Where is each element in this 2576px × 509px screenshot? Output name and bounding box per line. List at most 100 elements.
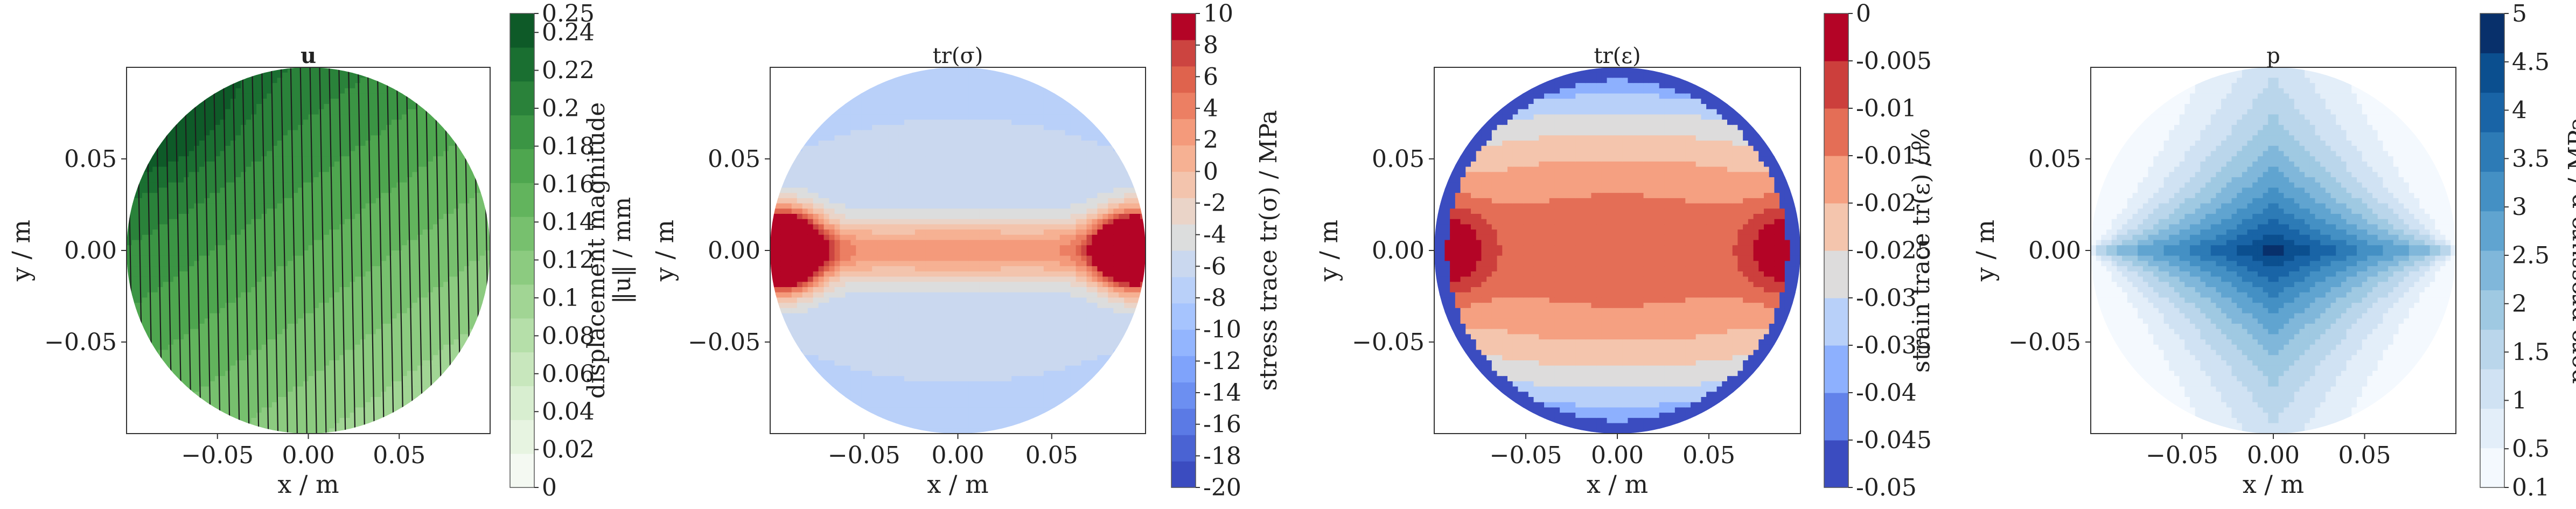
contour-cell: [407, 303, 413, 309]
contour-cell: [417, 407, 423, 413]
contour-cell: [474, 386, 480, 393]
contour-cell: [303, 151, 309, 157]
contour-cell: [251, 344, 257, 351]
contour-cell: [261, 161, 268, 168]
contour-cell: [241, 297, 247, 303]
contour-cell: [157, 282, 164, 288]
contour-cell: [220, 360, 226, 366]
contour-cell: [178, 214, 184, 220]
contour-cell: [282, 104, 288, 110]
contour-cell: [137, 114, 143, 120]
contour-cell: [194, 313, 200, 319]
contour-cell: [402, 88, 408, 94]
contour-cell: [189, 344, 195, 351]
contour-cell: [168, 208, 174, 214]
contour-cell: [261, 287, 268, 293]
contour-cell: [360, 255, 366, 262]
contour-cell: [375, 376, 382, 382]
contour-cell: [355, 229, 361, 235]
contour-cell: [189, 292, 195, 298]
contour-cell: [142, 224, 148, 230]
contour-cell: [230, 234, 236, 241]
contour-cell: [412, 224, 418, 230]
contour-cell: [375, 365, 382, 372]
contour-cell: [324, 413, 330, 419]
contour-cell: [267, 313, 273, 319]
contour-cell: [396, 376, 402, 382]
contour-cell: [479, 214, 486, 220]
contour-cell: [412, 282, 418, 288]
contour-cell: [324, 308, 330, 314]
contour-cell: [402, 417, 408, 424]
contour-cell: [173, 297, 179, 303]
contour-cell: [479, 308, 486, 314]
contour-cell: [443, 124, 449, 131]
contour-cell: [137, 145, 143, 152]
contour-cell: [469, 355, 475, 361]
contour-cell: [443, 266, 449, 272]
contour-cell: [235, 109, 241, 115]
contour-cell: [272, 402, 278, 408]
contour-cell: [298, 240, 304, 246]
contour-cell: [157, 93, 164, 100]
contour-cell: [350, 72, 356, 79]
contour-cell: [459, 371, 465, 376]
contour-cell: [241, 78, 247, 83]
contour-cell: [459, 161, 465, 168]
contour-cell: [469, 145, 475, 152]
contour-cell: [173, 413, 179, 419]
contour-cell: [339, 297, 345, 303]
contour-cell: [152, 276, 158, 283]
contour-cell: [157, 83, 164, 89]
contour-cell: [163, 423, 169, 429]
contour-cell: [407, 355, 413, 361]
contour-cell: [163, 198, 169, 204]
contour-cell: [256, 78, 262, 83]
contour-cell: [345, 308, 351, 314]
contour-cell: [230, 72, 236, 79]
contour-cell: [365, 166, 372, 173]
contour-cell: [147, 104, 153, 110]
contour-cell: [147, 120, 153, 125]
contour-cell: [204, 72, 211, 79]
contour-cell: [292, 303, 299, 309]
quiver-line: [270, 67, 279, 434]
contour-cell: [371, 208, 376, 214]
contour-cell: [230, 141, 236, 147]
contour-cell: [272, 392, 278, 398]
contour-cell: [396, 266, 402, 272]
contour-cell: [220, 250, 226, 256]
contour-cell: [168, 109, 174, 115]
contour-cell: [350, 397, 356, 403]
contour-cell: [287, 428, 294, 434]
contour-cell: [443, 334, 449, 340]
contour-cell: [178, 83, 184, 89]
contour-cell: [220, 177, 226, 183]
contour-cell: [448, 72, 455, 79]
contour-cell: [428, 208, 434, 214]
contour-cell: [194, 261, 200, 267]
contour-cell: [453, 141, 459, 147]
contour-cell: [163, 67, 169, 73]
contour-cell: [261, 255, 268, 262]
contour-cell: [173, 83, 179, 89]
contour-cell: [287, 376, 294, 382]
contour-cell: [267, 360, 273, 366]
contour-cell: [428, 203, 434, 210]
contour-cell: [334, 172, 340, 178]
contour-cell: [453, 344, 459, 351]
contour-cell: [459, 109, 465, 115]
contour-cell: [432, 297, 439, 303]
contour-cell: [318, 99, 325, 104]
contour-cell: [448, 93, 455, 100]
contour-cell: [282, 255, 288, 262]
contour-cell: [225, 208, 231, 214]
contour-cell: [137, 135, 143, 141]
quiver-line: [309, 67, 317, 434]
contour-cell: [277, 339, 283, 345]
contour-cell: [251, 276, 257, 283]
contour-cell: [308, 193, 314, 199]
contour-cell: [381, 141, 387, 147]
contour-cell: [303, 245, 309, 251]
contour-cell: [438, 130, 444, 136]
